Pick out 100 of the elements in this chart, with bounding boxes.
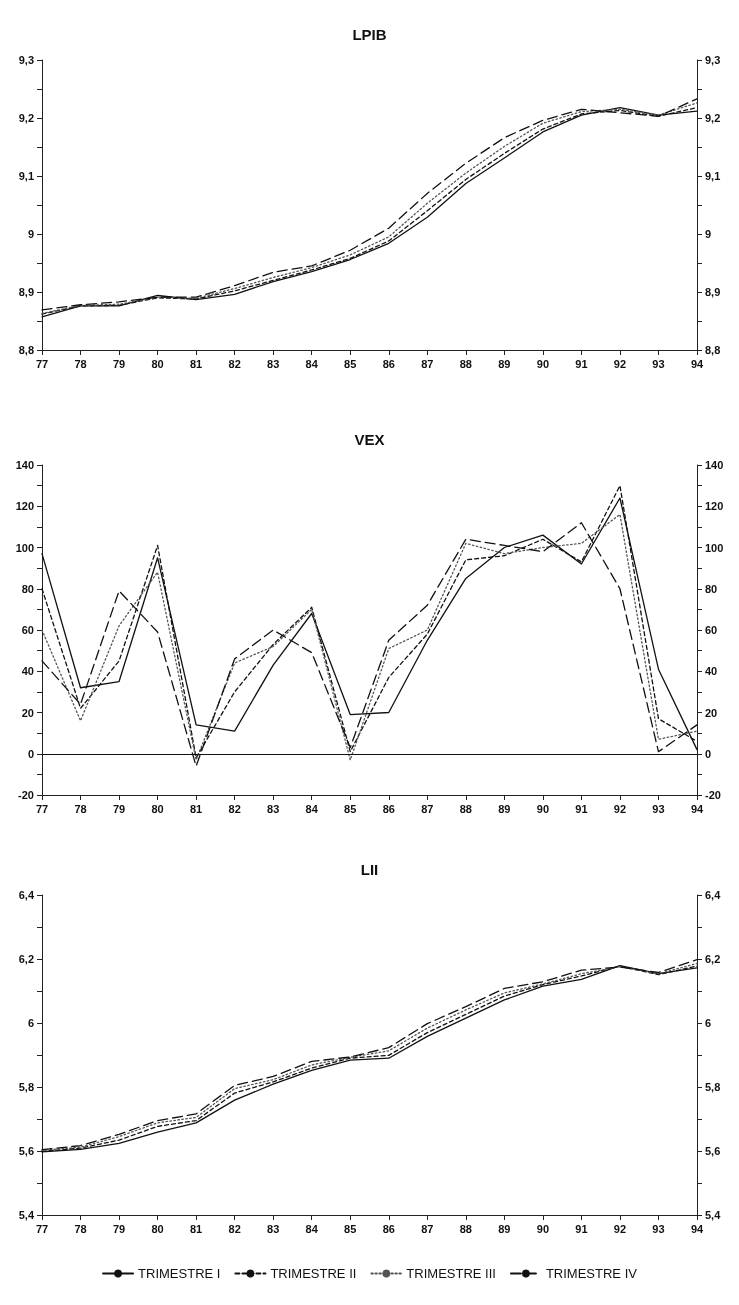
x-tick-label: 93 <box>652 1222 665 1235</box>
x-tick-label: 78 <box>74 357 87 370</box>
y-tick-label: -20 <box>18 789 34 801</box>
x-tick-label: 85 <box>344 802 357 815</box>
x-tick-label: 88 <box>459 802 472 815</box>
y-tick-label: 0 <box>27 747 34 760</box>
x-tick-label: 83 <box>267 802 280 815</box>
y2-tick-label: -20 <box>705 789 721 801</box>
y-tick-label: 140 <box>15 459 34 471</box>
x-tick-label: 79 <box>112 357 126 370</box>
x-tick-label: 85 <box>344 357 357 370</box>
x-tick-label: 90 <box>536 1222 550 1235</box>
y2-tick-label: 9,2 <box>705 112 721 124</box>
y2-tick-label: 6 <box>705 1017 712 1029</box>
x-tick-label: 78 <box>74 1222 87 1235</box>
x-tick-label: 88 <box>459 357 472 370</box>
y-tick-label: 40 <box>21 665 34 678</box>
y-tick-label: 6,4 <box>18 889 35 901</box>
x-tick-label: 80 <box>151 357 164 370</box>
y-tick-label: 8,8 <box>18 344 34 356</box>
x-tick-label: 92 <box>613 1222 627 1235</box>
x-tick-label: 80 <box>151 1222 164 1235</box>
x-tick-label: 87 <box>421 802 434 815</box>
x-tick-label: 89 <box>498 1222 511 1235</box>
x-tick-label: 94 <box>690 802 704 815</box>
y2-tick-label: 5,8 <box>705 1081 721 1093</box>
x-tick-label: 86 <box>382 802 395 815</box>
x-tick-label: 81 <box>189 357 203 370</box>
y-tick-label: 9 <box>27 228 34 240</box>
y2-tick-label: 5,6 <box>705 1145 721 1157</box>
x-tick-label: 94 <box>690 357 704 370</box>
x-tick-label: 80 <box>151 802 164 815</box>
chart-title: LPIB <box>352 26 387 43</box>
x-tick-label: 93 <box>652 802 665 815</box>
x-tick-label: 87 <box>421 357 434 370</box>
x-tick-label: 83 <box>267 1222 280 1235</box>
x-tick-label: 89 <box>498 802 511 815</box>
y-tick-label: 8,9 <box>18 286 34 298</box>
x-tick-label: 85 <box>344 1222 357 1235</box>
x-tick-label: 82 <box>228 357 241 370</box>
y-tick-label: 100 <box>15 541 34 554</box>
y2-tick-label: 100 <box>705 541 724 554</box>
x-tick-label: 77 <box>35 357 49 370</box>
y-tick-label: 5,6 <box>18 1145 34 1157</box>
x-tick-label: 81 <box>189 802 203 815</box>
y2-tick-label: 6,4 <box>705 889 722 901</box>
y-tick-label: 9,1 <box>18 170 34 182</box>
x-tick-label: 77 <box>35 802 49 815</box>
x-tick-label: 89 <box>498 357 511 370</box>
x-tick-label: 92 <box>613 802 627 815</box>
y2-tick-label: 8,8 <box>705 344 721 356</box>
y2-tick-label: 120 <box>705 500 724 513</box>
y-tick-label: 9,2 <box>18 112 34 124</box>
x-tick-label: 84 <box>305 802 319 815</box>
x-tick-label: 84 <box>305 357 319 370</box>
legend-label: TRIMESTRE III <box>406 1266 496 1281</box>
x-tick-label: 78 <box>74 802 87 815</box>
y-tick-label: 5,4 <box>18 1209 35 1221</box>
x-tick-label: 77 <box>35 1222 49 1235</box>
y2-tick-label: 8,9 <box>705 286 721 298</box>
x-tick-label: 82 <box>228 1222 241 1235</box>
x-tick-label: 93 <box>652 357 665 370</box>
y-tick-label: 120 <box>15 500 34 513</box>
y-tick-label: 80 <box>21 582 34 595</box>
x-tick-label: 94 <box>690 1222 704 1235</box>
y2-tick-label: 60 <box>705 624 718 636</box>
x-tick-label: 82 <box>228 802 241 815</box>
y2-tick-label: 40 <box>705 665 718 678</box>
y2-tick-label: 140 <box>705 459 724 471</box>
y2-tick-label: 0 <box>705 747 712 760</box>
x-tick-label: 91 <box>575 1222 588 1235</box>
y2-tick-label: 9 <box>705 228 712 240</box>
x-tick-label: 79 <box>112 802 126 815</box>
chart-title: VEX <box>354 431 385 448</box>
x-tick-label: 79 <box>112 1222 126 1235</box>
x-tick-label: 92 <box>613 357 627 370</box>
y2-tick-label: 9,1 <box>705 170 721 182</box>
x-tick-label: 83 <box>267 357 280 370</box>
legend-label: TRIMESTRE II <box>270 1266 357 1281</box>
y-tick-label: 9,3 <box>18 54 34 66</box>
y2-tick-label: 80 <box>705 582 718 595</box>
y-tick-label: 6,2 <box>18 953 34 965</box>
y2-tick-label: 5,4 <box>705 1209 722 1221</box>
x-tick-label: 90 <box>536 357 550 370</box>
chart-title: LII <box>360 861 379 878</box>
y2-tick-label: 20 <box>705 706 718 719</box>
x-tick-label: 91 <box>575 802 588 815</box>
x-tick-label: 86 <box>382 1222 395 1235</box>
x-tick-label: 90 <box>536 802 550 815</box>
y-tick-label: 5,8 <box>18 1081 34 1093</box>
y-tick-label: 20 <box>21 706 34 719</box>
y2-tick-label: 9,3 <box>705 54 721 66</box>
y2-tick-label: 6,2 <box>705 953 721 965</box>
legend-label: TRIMESTRE IV <box>545 1266 638 1281</box>
x-tick-label: 84 <box>305 1222 319 1235</box>
x-tick-label: 86 <box>382 357 395 370</box>
y-tick-label: 6 <box>27 1017 34 1029</box>
legend-label: TRIMESTRE I <box>138 1266 221 1281</box>
x-tick-label: 91 <box>575 357 588 370</box>
x-tick-label: 87 <box>421 1222 434 1235</box>
